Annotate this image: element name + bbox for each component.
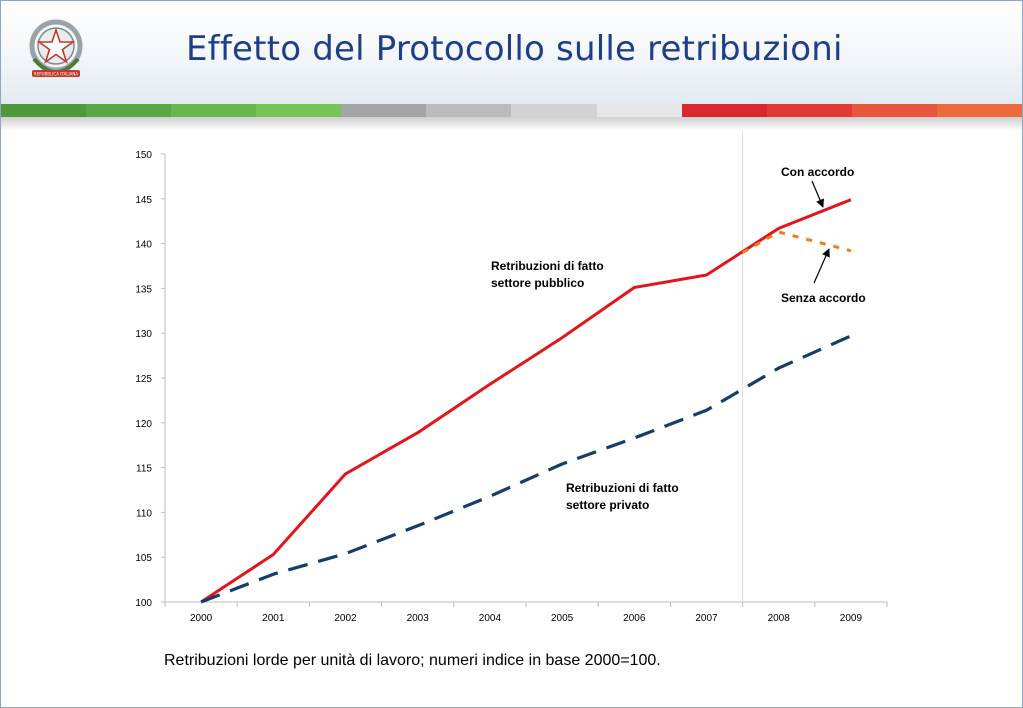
label-senza-accordo: Senza accordo [781, 291, 866, 305]
band-segment [766, 104, 852, 117]
x-tick-label: 2004 [479, 613, 502, 624]
band-segment [341, 104, 427, 117]
x-tick-label: 2008 [768, 613, 791, 624]
y-tick-label: 115 [136, 464, 152, 475]
band-segment [681, 104, 767, 117]
band-segment [1, 104, 87, 117]
band-segment [426, 104, 512, 117]
page-title: Effetto del Protocollo sulle retribuzion… [186, 29, 843, 69]
x-tick-label: 2001 [262, 613, 285, 624]
y-tick-label: 125 [135, 374, 152, 385]
chart-caption: Retribuzioni lorde per unità di lavoro; … [164, 652, 661, 669]
y-tick-label: 110 [136, 508, 152, 519]
arrow-con-accordo [811, 180, 824, 208]
band-segment [596, 104, 682, 117]
x-tick-label: 2002 [334, 613, 357, 624]
y-tick-label: 150 [135, 150, 152, 161]
emblem-ribbon-text: REPUBBLICA ITALIANA [34, 72, 79, 77]
label-pubblico-line1: Retribuzioni di fatto [491, 259, 604, 273]
arrow-senza-accordo [813, 248, 830, 284]
label-privato-line1: Retribuzioni di fatto [566, 481, 679, 495]
band-segment [256, 104, 342, 117]
band-segment [936, 104, 1022, 117]
band-segment [171, 104, 257, 117]
band-segment [86, 104, 172, 117]
x-tick-label: 2003 [407, 613, 430, 624]
y-tick-label: 120 [135, 419, 152, 430]
x-tick-label: 2000 [190, 613, 213, 624]
x-tick-label: 2006 [623, 613, 646, 624]
band-shadow [1, 117, 1022, 131]
y-tick-label: 140 [135, 240, 152, 251]
series-line-privato [200, 334, 852, 604]
y-tick-label: 105 [135, 553, 152, 564]
label-con-accordo: Con accordo [781, 165, 854, 179]
x-tick-label: 2005 [551, 613, 574, 624]
x-tick-label: 2007 [695, 613, 718, 624]
y-tick-label: 130 [135, 329, 152, 340]
series-line-senza [741, 230, 852, 254]
band-segment [851, 104, 937, 117]
slide-header: REPUBBLICA ITALIANA Effetto del Protocol… [1, 1, 1022, 105]
label-pubblico-line2: settore pubblico [491, 276, 584, 290]
y-tick-label: 100 [135, 598, 152, 609]
label-privato-line2: settore privato [566, 498, 649, 512]
italian-republic-emblem-icon: REPUBBLICA ITALIANA [25, 15, 87, 87]
y-tick-label: 145 [135, 195, 152, 206]
band-segment [511, 104, 597, 117]
y-tick-label: 135 [135, 284, 152, 295]
x-tick-label: 2009 [840, 613, 863, 624]
color-band [1, 104, 1022, 117]
